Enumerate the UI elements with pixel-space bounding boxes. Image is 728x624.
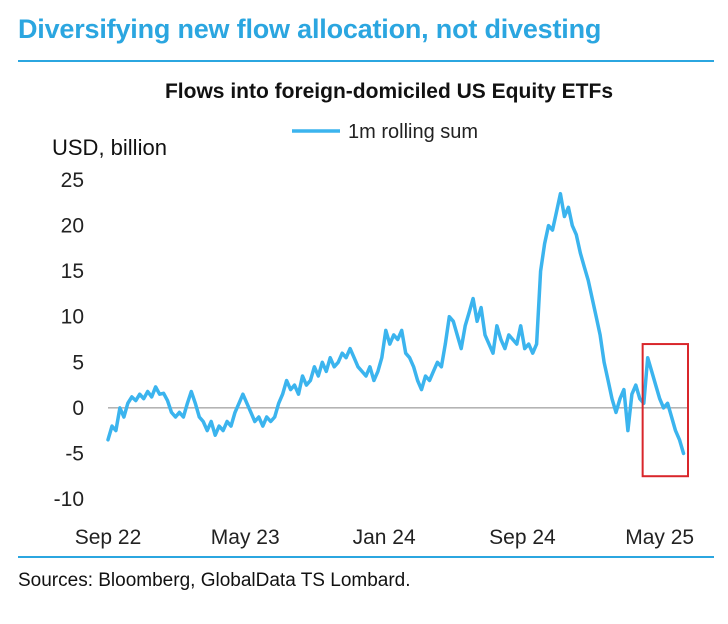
y-tick-label: 15 (61, 260, 84, 283)
y-axis-ticks: -10 -5 0 5 10 15 20 25 (54, 169, 84, 511)
y-axis-unit-label: USD, billion (52, 135, 167, 160)
chart: Flows into foreign-domiciled US Equity E… (52, 80, 694, 549)
y-tick-label: 10 (61, 306, 84, 329)
bottom-divider (18, 556, 714, 558)
x-tick-label: Sep 24 (489, 526, 556, 549)
x-tick-label: Sep 22 (75, 526, 142, 549)
legend-label: 1m rolling sum (348, 121, 478, 143)
source-note: Sources: Bloomberg, GlobalData TS Lombar… (18, 570, 411, 591)
y-tick-label: 20 (61, 215, 84, 238)
x-tick-label: Jan 24 (353, 526, 416, 549)
series-line-1m-rolling-sum (106, 191, 686, 456)
y-tick-label: 5 (72, 351, 84, 374)
top-divider (18, 60, 714, 62)
legend: 1m rolling sum (292, 121, 478, 143)
chart-title: Flows into foreign-domiciled US Equity E… (165, 80, 613, 103)
page-headline: Diversifying new flow allocation, not di… (18, 14, 602, 44)
highlight-box (641, 343, 689, 478)
x-tick-label: May 25 (625, 526, 694, 549)
y-tick-label: 0 (72, 397, 84, 420)
x-axis-ticks: Sep 22 May 23 Jan 24 Sep 24 May 25 (75, 526, 694, 549)
x-tick-label: May 23 (211, 526, 280, 549)
y-tick-label: -5 (65, 442, 84, 465)
y-tick-label: -10 (54, 488, 84, 511)
y-tick-label: 25 (61, 169, 84, 192)
